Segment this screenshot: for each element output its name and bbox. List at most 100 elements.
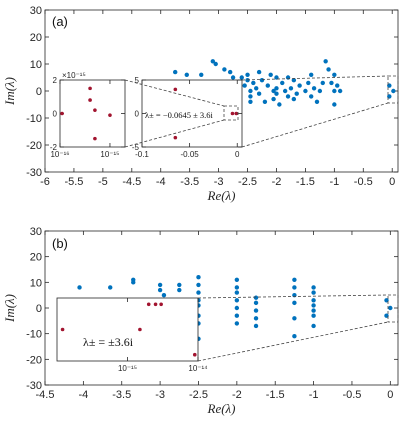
main-a-xtick-label: -3 xyxy=(214,176,224,188)
zoom-box-b xyxy=(387,294,399,323)
data-point-a xyxy=(291,78,297,83)
data-point-a xyxy=(274,75,279,80)
main-a-xtick-label: -5.5 xyxy=(64,176,83,188)
data-point-a xyxy=(254,86,259,91)
data-point-b xyxy=(253,300,259,306)
inset-a-log-ytick-label: -2 xyxy=(50,143,58,152)
inset-b-log-xtick-label: 10⁻¹⁴ xyxy=(188,364,208,373)
main-b-xtick-label: -3 xyxy=(155,389,165,401)
data-point-a xyxy=(262,99,268,105)
inset-a-full-ytick-label: 5 xyxy=(135,76,140,85)
data-point-a xyxy=(199,72,204,78)
data-point-a xyxy=(337,88,343,94)
inset-a-log-frame xyxy=(59,79,126,148)
data-point-b xyxy=(177,287,182,293)
inset-a-log-xtick-label: 10⁻¹⁶ xyxy=(50,150,69,159)
data-point-b xyxy=(157,287,163,293)
main-b-ytick-label: -30 xyxy=(26,380,42,392)
data-point-b xyxy=(234,285,240,290)
data-point-b xyxy=(311,290,316,295)
data-point-a xyxy=(271,88,276,94)
data-point-a xyxy=(265,83,270,88)
data-point-b xyxy=(292,300,297,306)
data-point-b xyxy=(384,313,389,318)
data-point-a xyxy=(317,88,323,94)
main-a-xtick-label: -0.5 xyxy=(354,176,373,188)
main-b-xtick-label: -1.5 xyxy=(266,389,285,401)
main-b-ytick-label: 30 xyxy=(30,226,42,238)
data-point-a xyxy=(248,99,253,105)
main-b-ytick-label: -20 xyxy=(26,354,42,366)
data-point-b xyxy=(292,316,297,321)
inset-a-log-exponent: ×10⁻¹⁵ xyxy=(62,71,86,80)
y-axis-label-a: Im(λ) xyxy=(2,77,17,106)
data-point-a xyxy=(294,91,299,96)
data-point-b xyxy=(253,316,259,321)
data-point-a xyxy=(210,59,216,64)
data-point-b xyxy=(77,285,82,290)
data-point-a xyxy=(391,88,396,94)
data-point-a xyxy=(242,83,247,88)
data-point-a xyxy=(245,72,250,78)
data-point-a xyxy=(311,86,317,91)
data-point-a xyxy=(306,80,311,86)
data-point-b xyxy=(234,313,240,318)
data-point-b xyxy=(292,277,297,282)
data-point-a xyxy=(323,59,328,64)
inset-a-log-point xyxy=(108,113,112,117)
main-a-ytick-label: -10 xyxy=(26,113,42,125)
data-point-b xyxy=(157,282,163,288)
main-b-xtick-label: -1 xyxy=(309,389,319,401)
main-a-ytick-label: -20 xyxy=(26,140,42,152)
data-point-a xyxy=(280,80,285,86)
inset-a-full-point xyxy=(173,87,178,92)
log-connector-a-top xyxy=(124,79,225,107)
data-point-a xyxy=(248,88,253,94)
data-point-b xyxy=(177,282,182,288)
main-a-xtick-label: -3.5 xyxy=(180,176,199,188)
log-connector-a-bottom xyxy=(124,119,225,148)
inset-b-annotation: λ± = ±3.6i xyxy=(83,335,134,349)
data-point-a xyxy=(303,88,308,94)
data-point-b xyxy=(253,295,259,300)
main-b-xtick-label: -4 xyxy=(78,389,88,401)
main-b-xtick-label: -0.5 xyxy=(342,389,361,401)
main-a-xtick-label: -4.5 xyxy=(122,176,141,188)
inset-a-full-ytick-label: 0 xyxy=(135,110,140,119)
main-a-ytick-label: 30 xyxy=(30,5,42,17)
data-point-b xyxy=(234,298,240,303)
data-point-b xyxy=(388,305,393,311)
main-b-xtick-label: -2.5 xyxy=(189,389,208,401)
data-point-a xyxy=(320,80,325,86)
data-point-a xyxy=(332,72,337,78)
inset-a-full-point xyxy=(230,111,235,116)
inset-a-log-point xyxy=(88,98,92,102)
data-point-a xyxy=(173,69,178,75)
data-point-a xyxy=(268,72,273,78)
data-point-b xyxy=(196,275,201,280)
inset-zoom-box-a xyxy=(223,105,239,121)
inset-a-log-ytick-label: 0 xyxy=(53,110,58,119)
inset-b-log-point xyxy=(138,327,142,332)
data-point-b xyxy=(131,280,136,285)
main-a-xtick-label: -2.5 xyxy=(238,176,257,188)
data-point-a xyxy=(326,67,331,72)
inset-b-log-point xyxy=(192,352,197,357)
inset-a-log-xtick-label: 10⁻¹⁵ xyxy=(100,150,119,159)
data-point-a xyxy=(271,96,276,102)
data-point-a xyxy=(277,102,282,107)
main-a-xtick-label: -5 xyxy=(98,176,108,188)
data-point-b xyxy=(234,305,240,311)
main-a-ytick-label: -30 xyxy=(26,167,42,179)
inset-b-log-point xyxy=(159,302,163,307)
main-a-ytick-label: 20 xyxy=(30,32,42,44)
data-point-b xyxy=(311,298,316,303)
main-a-ytick-label: 10 xyxy=(30,59,42,71)
data-point-b xyxy=(292,334,297,339)
data-point-a xyxy=(239,75,244,80)
data-point-a xyxy=(213,61,218,67)
data-point-a xyxy=(297,83,302,88)
main-b-ytick-label: 20 xyxy=(30,252,42,264)
main-a-xtick-label: 0 xyxy=(389,176,395,188)
